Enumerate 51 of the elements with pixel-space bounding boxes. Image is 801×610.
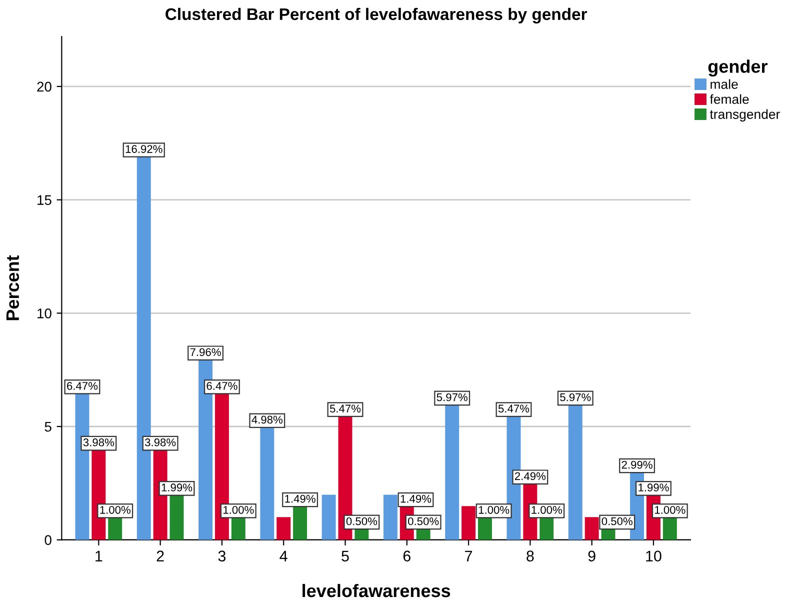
x-tick-label: 4 bbox=[280, 550, 288, 562]
y-tick-label: 5 bbox=[44, 422, 52, 432]
data-label: 2.99% bbox=[622, 460, 652, 469]
bar bbox=[462, 506, 476, 540]
data-label: 1.00% bbox=[223, 506, 254, 514]
x-tick-label: 1 bbox=[96, 550, 102, 562]
bar bbox=[322, 494, 336, 540]
data-label: 1.49% bbox=[285, 494, 316, 503]
x-tick-label: 2 bbox=[156, 550, 164, 562]
data-label: 5.97% bbox=[560, 393, 591, 402]
data-label: 3.98% bbox=[144, 438, 176, 446]
data-label: 1.00% bbox=[532, 506, 562, 514]
legend-label: transgender bbox=[710, 109, 780, 122]
legend-label: male bbox=[710, 79, 738, 89]
data-label: 3.98% bbox=[83, 438, 114, 446]
data-label: 7.96% bbox=[190, 348, 221, 356]
x-tick-label: 5 bbox=[342, 550, 349, 562]
data-label: 6.47% bbox=[67, 382, 98, 390]
data-label: 2.49% bbox=[514, 472, 546, 480]
data-label: 1.00% bbox=[478, 506, 510, 514]
y-tick-label: 20 bbox=[37, 82, 52, 92]
y-tick-label: 0 bbox=[44, 535, 52, 546]
data-label: 6.47% bbox=[206, 382, 238, 390]
data-label: 4.98% bbox=[252, 416, 283, 424]
data-label: 16.92% bbox=[126, 145, 162, 153]
x-tick-label: 3 bbox=[218, 550, 226, 562]
data-label: 0.50% bbox=[408, 517, 439, 526]
y-axis-title: Percent bbox=[6, 255, 20, 320]
data-label: 1.00% bbox=[100, 506, 130, 514]
x-tick-label: 8 bbox=[526, 550, 534, 562]
x-axis-title: levelofawareness bbox=[302, 584, 450, 598]
y-tick-label: 15 bbox=[38, 195, 52, 205]
y-tick-label: 10 bbox=[38, 308, 52, 318]
chart-title: Clustered Bar Percent of levelofawareness by gender bbox=[166, 8, 588, 24]
x-tick-label: 6 bbox=[403, 550, 410, 562]
data-label: 5.47% bbox=[498, 404, 530, 413]
data-label: 1.49% bbox=[400, 494, 432, 503]
data-label: 0.50% bbox=[346, 517, 378, 526]
data-label: 1.99% bbox=[162, 484, 192, 492]
x-tick-label: 9 bbox=[588, 550, 596, 562]
data-label: 0.50% bbox=[602, 517, 632, 526]
data-label: 1.99% bbox=[638, 484, 669, 492]
bar bbox=[383, 494, 398, 540]
x-tick-label: 7 bbox=[465, 550, 472, 562]
x-tick-label: 10 bbox=[646, 550, 662, 562]
data-label: 5.97% bbox=[436, 393, 468, 402]
data-label: 5.47% bbox=[330, 404, 361, 413]
legend-label: female bbox=[710, 94, 749, 104]
legend-title: gender bbox=[708, 60, 768, 77]
bar bbox=[276, 517, 291, 540]
data-label: 1.00% bbox=[655, 506, 686, 514]
